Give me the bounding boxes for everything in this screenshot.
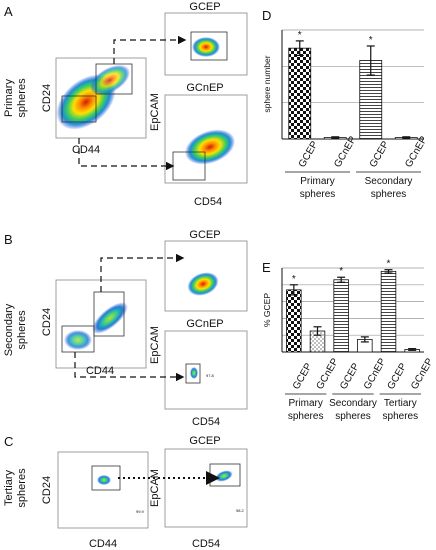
axis-label-a-cd24: CD24	[41, 84, 53, 112]
axis-label-b-cd54: CD54	[192, 416, 220, 428]
axis-label-c-cd24: CD24	[41, 476, 53, 504]
significance-0: *	[292, 274, 296, 285]
facs-plot-c-cd24-cd44	[57, 451, 149, 529]
bar-4	[380, 270, 397, 353]
axis-label-b-cd44: CD44	[86, 365, 114, 377]
panel-label-d: D	[262, 8, 271, 23]
y-axis-label: sphere number	[262, 55, 272, 112]
category-label-5: GCnEP	[409, 356, 436, 391]
bar-0	[286, 289, 302, 353]
group-label-0-line2: spheres	[300, 189, 336, 200]
group-label-2-line1: Tertiary	[384, 398, 417, 409]
group-label-1-line2: spheres	[371, 189, 407, 200]
axis-label-b-epcam: EpCAM	[149, 326, 161, 364]
category-label-1: GCnEP	[332, 134, 359, 169]
gate-label-b-gcep: GCEP	[189, 229, 220, 241]
category-label-4: GCEP	[386, 361, 410, 391]
panel-label-e: E	[262, 260, 271, 275]
gate-label-a-gcep: GCEP	[189, 1, 220, 13]
row-label-primary-1: Primary	[3, 79, 15, 117]
row-label-primary-2: spheres	[16, 78, 28, 118]
axis-label-c-cd44: CD44	[89, 538, 117, 550]
panel-label-a: A	[4, 4, 13, 19]
gate-value-c2: 98.2	[236, 508, 245, 513]
facs-plot-a-gcep	[164, 12, 248, 76]
category-label-0: GCEP	[291, 361, 315, 391]
category-label-3: GCnEP	[403, 134, 430, 169]
facs-plot-a-gcnep	[164, 94, 248, 184]
category-label-2: GCEP	[368, 139, 392, 169]
axis-label-c-cd54: CD54	[192, 538, 220, 550]
row-label-secondary-2: spheres	[16, 310, 28, 350]
bar-2	[333, 279, 349, 353]
chart-d: sphere number * GCEP GCnEP * GCEP GCnEP Primary…	[262, 29, 430, 200]
panel-label-c: C	[4, 434, 13, 449]
gate-label-b-gcnep: GCnEP	[186, 318, 223, 330]
axis-label-a-cd44: CD44	[72, 144, 100, 156]
bar-0	[288, 47, 312, 140]
significance-0: *	[298, 30, 302, 41]
facs-plot-b-gcnep	[164, 330, 248, 410]
y-axis-label: % GCEP	[262, 293, 272, 327]
gate-label-a-gcnep: GCnEP	[186, 82, 223, 94]
category-label-2: GCEP	[338, 361, 362, 391]
facs-plot-c-gcep	[164, 448, 248, 528]
row-label-tertiary-2: spheres	[16, 468, 28, 508]
group-label-1-line2: spheres	[335, 411, 371, 422]
category-label-0: GCEP	[297, 139, 321, 169]
group-label-1-line1: Secondary	[365, 176, 413, 187]
row-label-secondary-1: Secondary	[3, 303, 15, 356]
facs-plot-a-cd24-cd44	[55, 57, 147, 139]
chart-e: % GCEP*GCEP GCnEP*GCEP GCnEP*GCEP GCnEPPrim…	[262, 259, 436, 422]
axis-label-a-cd54: CD54	[194, 196, 222, 208]
axis-label-b-cd24: CD24	[41, 308, 53, 336]
arrows-a	[78, 35, 187, 171]
group-label-0-line1: Primary	[300, 176, 334, 187]
arrows-b	[74, 253, 185, 382]
row-label-tertiary-1: Tertiary	[3, 469, 15, 506]
group-label-1-line1: Secondary	[329, 398, 377, 409]
gate-value-b: 97.8	[206, 373, 215, 378]
group-label-0-line2: spheres	[288, 411, 324, 422]
gate-label-c-gcep: GCEP	[189, 435, 220, 447]
facs-plot-b-gcep	[164, 240, 248, 312]
group-label-2-line2: spheres	[383, 411, 419, 422]
significance-2: *	[369, 35, 373, 46]
panel-label-b: B	[4, 232, 13, 247]
significance-2: *	[339, 266, 343, 277]
group-label-0-line1: Primary	[288, 398, 322, 409]
axis-label-c-epcam: EpCAM	[149, 469, 161, 507]
significance-4: *	[387, 259, 391, 270]
facs-plot-b-cd24-cd44	[55, 279, 147, 369]
axis-label-a-epcam: EpCAM	[149, 93, 161, 131]
gate-value-c1: 99.9	[136, 509, 145, 514]
